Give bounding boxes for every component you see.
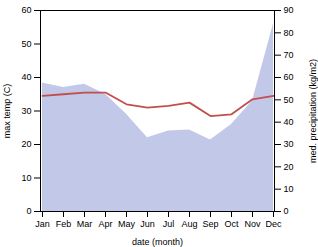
svg-text:Sep: Sep <box>202 219 218 229</box>
svg-text:Jan: Jan <box>35 219 50 229</box>
svg-text:Jul: Jul <box>163 219 175 229</box>
svg-text:30: 30 <box>21 106 31 116</box>
svg-text:70: 70 <box>284 50 294 60</box>
svg-text:Mar: Mar <box>77 219 93 229</box>
svg-text:0: 0 <box>284 206 289 216</box>
svg-text:Feb: Feb <box>56 219 72 229</box>
svg-text:40: 40 <box>21 72 31 82</box>
svg-text:40: 40 <box>284 117 294 127</box>
svg-text:60: 60 <box>21 5 31 15</box>
svg-text:Apr: Apr <box>98 219 112 229</box>
svg-text:90: 90 <box>284 5 294 15</box>
svg-text:30: 30 <box>284 139 294 149</box>
svg-text:50: 50 <box>284 95 294 105</box>
svg-text:Nov: Nov <box>244 219 261 229</box>
svg-text:20: 20 <box>21 139 31 149</box>
svg-text:20: 20 <box>284 162 294 172</box>
svg-text:max temp (C): max temp (C) <box>2 84 12 139</box>
svg-text:10: 10 <box>284 184 294 194</box>
svg-text:Jun: Jun <box>140 219 155 229</box>
svg-text:0: 0 <box>26 206 31 216</box>
svg-text:med. precipitation (kg/m2): med. precipitation (kg/m2) <box>308 59 318 163</box>
svg-text:date (month): date (month) <box>132 237 183 247</box>
svg-text:80: 80 <box>284 28 294 38</box>
svg-text:60: 60 <box>284 72 294 82</box>
svg-text:Aug: Aug <box>181 219 197 229</box>
svg-text:Oct: Oct <box>224 219 239 229</box>
svg-text:50: 50 <box>21 39 31 49</box>
svg-text:Dec: Dec <box>265 219 282 229</box>
svg-text:May: May <box>118 219 136 229</box>
svg-text:10: 10 <box>21 173 31 183</box>
